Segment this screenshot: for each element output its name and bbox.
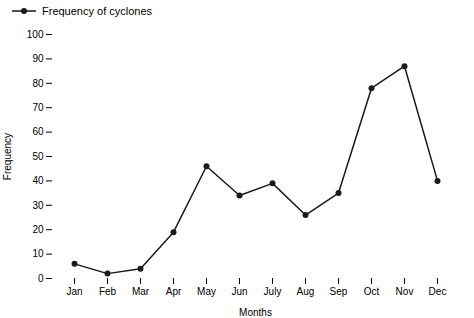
svg-text:Months: Months [239,307,272,318]
svg-text:Sep: Sep [330,286,348,297]
svg-text:July: July [264,286,282,297]
html-text:Frequency of cyclones: Frequency of cyclones [42,5,153,17]
svg-text:Nov: Nov [396,286,414,297]
svg-text:70: 70 [32,102,44,113]
svg-text:Frequency: Frequency [2,133,13,180]
svg-text:Jun: Jun [231,286,247,297]
svg-text:40: 40 [32,175,44,186]
svg-text:Oct: Oct [364,286,380,297]
svg-text:80: 80 [32,78,44,89]
svg-text:10: 10 [32,248,44,259]
svg-text:50: 50 [32,151,44,162]
svg-text:Dec: Dec [429,286,447,297]
svg-text:100: 100 [27,29,44,40]
svg-text:Feb: Feb [99,286,117,297]
svg-text:Apr: Apr [166,286,182,297]
svg-text:0: 0 [38,273,44,284]
svg-text:Mar: Mar [132,286,150,297]
svg-text:May: May [197,286,216,297]
svg-text:90: 90 [32,53,44,64]
svg-text:20: 20 [32,224,44,235]
svg-text:Jan: Jan [66,286,82,297]
svg-text:60: 60 [32,126,44,137]
svg-text:30: 30 [32,200,44,211]
svg-text:Aug: Aug [297,286,315,297]
